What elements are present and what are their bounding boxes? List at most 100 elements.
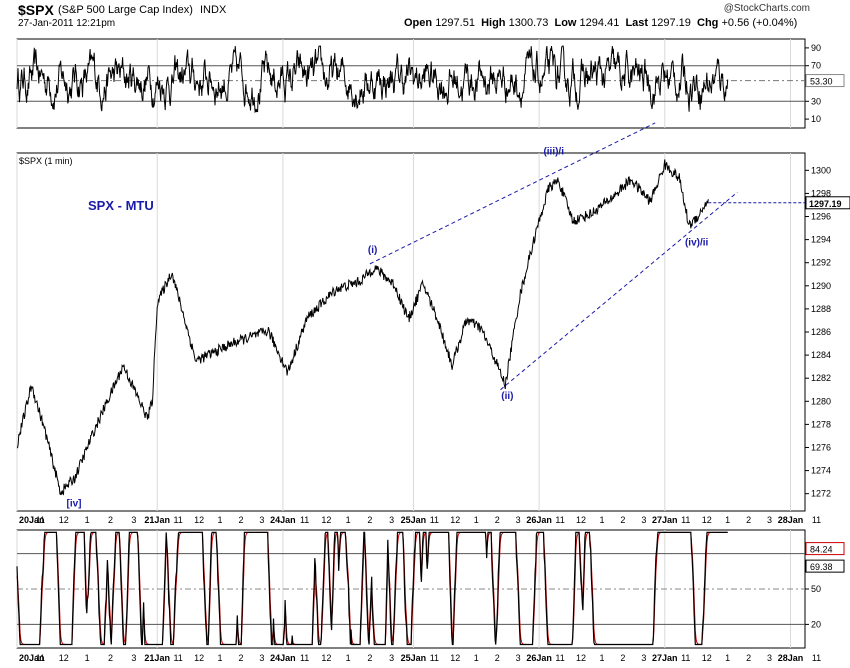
brand-watermark: @StockCharts.com bbox=[723, 3, 810, 14]
chart-symbol: $SPX bbox=[18, 2, 54, 18]
x-day-label: 26Jan bbox=[526, 653, 552, 663]
high-label: High bbox=[481, 17, 506, 29]
last-value: 1297.19 bbox=[651, 17, 691, 29]
upper-last-label: 53.30 bbox=[810, 77, 833, 87]
chg-label: Chg bbox=[697, 17, 719, 29]
price-ytick-label: 1274 bbox=[811, 466, 831, 476]
x-hour-label: 12 bbox=[59, 515, 69, 525]
upper-last-box bbox=[805, 74, 845, 88]
price-ytick-label: 1286 bbox=[811, 327, 831, 337]
x-day-label: 20Jan bbox=[19, 515, 45, 525]
upper-ytick-label: 90 bbox=[811, 43, 821, 53]
spx-mtu-annotation: SPX - MTU bbox=[88, 198, 154, 213]
x-hour-label: 12 bbox=[321, 515, 331, 525]
x-hour-label: 11 bbox=[300, 515, 309, 525]
x-hour-label: 11 bbox=[36, 515, 45, 525]
x-day-label: 28Jan bbox=[778, 515, 804, 525]
last-price-label: 1297.19 bbox=[809, 199, 842, 209]
x-hour-label: 12 bbox=[702, 653, 712, 663]
x-hour-label: 1 bbox=[725, 653, 730, 663]
trendline-2 bbox=[500, 191, 738, 391]
price-ytick-label: 1296 bbox=[811, 212, 831, 222]
chart-datetime: 27-Jan-2011 12:21pm bbox=[18, 18, 116, 29]
price-ytick-label: 1300 bbox=[811, 165, 831, 175]
wave-label: (ii) bbox=[501, 391, 513, 402]
x-hour-label: 2 bbox=[495, 515, 500, 525]
x-hour-label: 3 bbox=[131, 515, 136, 525]
upper-ytick-label: 10 bbox=[811, 114, 821, 124]
lower-ytick-label: 50 bbox=[811, 584, 821, 594]
x-hour-label: 1 bbox=[85, 653, 90, 663]
wave-label: [iv] bbox=[67, 499, 82, 510]
wave-label: (iii)/i bbox=[543, 146, 564, 157]
x-hour-label: 12 bbox=[576, 515, 586, 525]
open-label: Open bbox=[404, 17, 433, 29]
x-hour-label: 3 bbox=[641, 653, 646, 663]
price-ytick-label: 1276 bbox=[811, 442, 831, 452]
x-hour-label: 3 bbox=[516, 515, 521, 525]
open-value: 1297.51 bbox=[435, 17, 475, 29]
x-hour-label: 2 bbox=[238, 653, 243, 663]
x-hour-label: 3 bbox=[767, 515, 772, 525]
x-day-label: 28Jan bbox=[778, 653, 804, 663]
low-value: 1294.41 bbox=[579, 17, 620, 29]
x-hour-label: 11 bbox=[555, 515, 564, 525]
x-hour-label: 1 bbox=[599, 653, 604, 663]
x-hour-label: 1 bbox=[474, 653, 479, 663]
x-day-label: 20Jan bbox=[19, 653, 45, 663]
lower-last-label: 84.24 bbox=[810, 545, 833, 555]
trendline-1 bbox=[369, 122, 656, 265]
x-hour-label: 11 bbox=[681, 515, 690, 525]
x-hour-label: 2 bbox=[620, 653, 625, 663]
lower-oscillator-line bbox=[16, 531, 728, 646]
upper-oscillator-line bbox=[16, 45, 729, 114]
x-hour-label: 1 bbox=[85, 515, 90, 525]
price-ytick-label: 1290 bbox=[811, 281, 831, 291]
x-hour-label: 11 bbox=[681, 653, 690, 663]
x-day-label: 21Jan bbox=[144, 515, 170, 525]
x-hour-label: 12 bbox=[450, 515, 460, 525]
x-hour-label: 3 bbox=[767, 653, 772, 663]
x-hour-label: 12 bbox=[576, 653, 586, 663]
price-panel: 1300 1298 1296 1294 1292 1290 1288 1286 1284 1282… bbox=[16, 122, 850, 510]
x-hour-label: 1 bbox=[346, 653, 351, 663]
x-day-label: 24Jan bbox=[270, 515, 296, 525]
upper-oscillator-panel: 90 70 30 10 53.30 bbox=[16, 43, 845, 124]
x-hour-label: 3 bbox=[516, 653, 521, 663]
low-label: Low bbox=[554, 17, 577, 29]
x-day-label: 27Jan bbox=[652, 653, 678, 663]
x-day-label: 25Jan bbox=[401, 515, 427, 525]
lower-last-box bbox=[805, 559, 845, 573]
x-hour-label: 3 bbox=[389, 653, 394, 663]
wave-label: (iv)/ii bbox=[685, 238, 709, 249]
x-hour-label: 2 bbox=[108, 515, 113, 525]
x-hour-label: 1 bbox=[218, 653, 223, 663]
x-hour-label: 11 bbox=[555, 653, 564, 663]
x-hour-label: 11 bbox=[36, 653, 45, 663]
x-hour-label: 11 bbox=[430, 653, 439, 663]
x-hour-label: 3 bbox=[259, 515, 264, 525]
x-hour-label: 11 bbox=[812, 515, 821, 525]
lower-last-label: 69.38 bbox=[810, 562, 833, 572]
x-hour-label: 2 bbox=[367, 515, 372, 525]
price-ytick-label: 1278 bbox=[811, 419, 831, 429]
x-hour-label: 2 bbox=[367, 653, 372, 663]
x-day-label: 27Jan bbox=[652, 515, 678, 525]
x-hour-label: 2 bbox=[495, 653, 500, 663]
x-hour-label: 3 bbox=[389, 515, 394, 525]
lower-oscillator-panel: 50 20 84.24 69.38 bbox=[16, 531, 845, 646]
upper-ytick-label: 70 bbox=[811, 61, 821, 71]
chart-name: (S&P 500 Large Cap Index) bbox=[58, 4, 193, 16]
chg-value: +0.56 (+0.04%) bbox=[721, 17, 798, 29]
wave-label: (i) bbox=[368, 245, 377, 256]
price-ytick-label: 1284 bbox=[811, 350, 831, 360]
last-price-box bbox=[805, 196, 850, 210]
x-hour-label: 1 bbox=[474, 515, 479, 525]
x-hour-label: 12 bbox=[194, 653, 204, 663]
x-day-label: 24Jan bbox=[270, 653, 296, 663]
x-hour-label: 2 bbox=[238, 515, 243, 525]
x-day-label: 21Jan bbox=[144, 653, 170, 663]
